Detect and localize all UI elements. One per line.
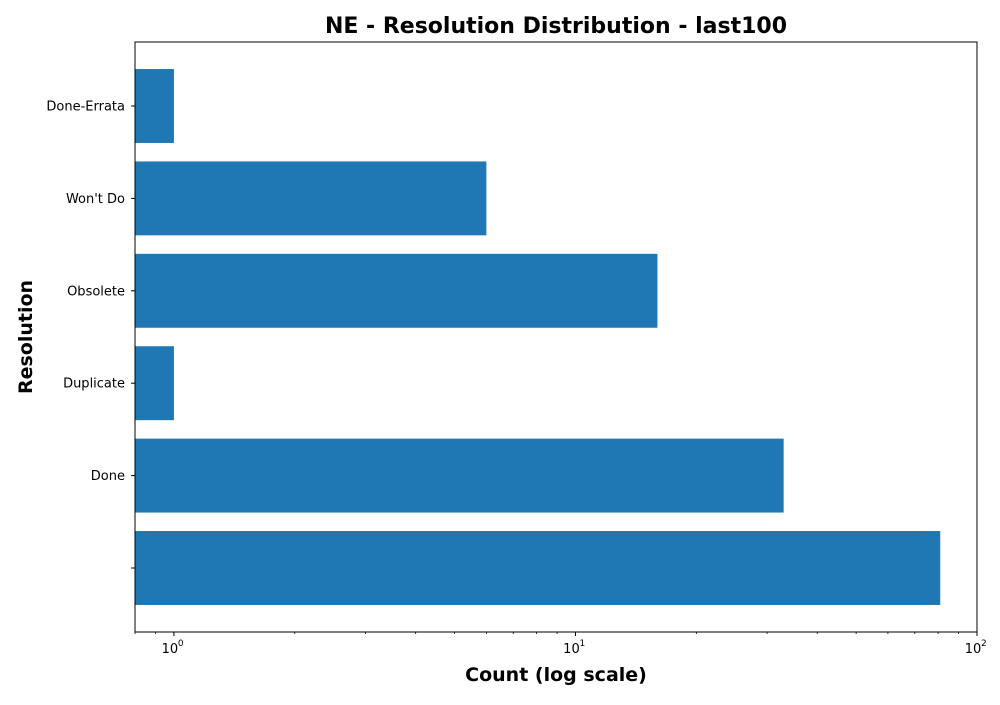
y-tick-label: Obsolete bbox=[67, 284, 125, 299]
y-tick-label: Won't Do bbox=[66, 192, 125, 207]
plot-frame bbox=[134, 41, 978, 633]
bar bbox=[135, 531, 941, 605]
y-tick-label: Done-Errata bbox=[46, 100, 125, 115]
y-axis-label: Resolution bbox=[15, 280, 37, 394]
y-tick-label: Duplicate bbox=[63, 377, 125, 392]
bar bbox=[135, 69, 174, 143]
chart-title: NE - Resolution Distribution - last100 bbox=[325, 14, 787, 39]
bar bbox=[135, 161, 487, 236]
bar bbox=[135, 438, 784, 513]
x-tick-exponent: 2 bbox=[981, 639, 987, 649]
x-tick-label: 10 bbox=[162, 642, 179, 657]
y-tick-label: Done bbox=[91, 469, 125, 484]
bar bbox=[135, 346, 174, 421]
x-axis-label: Count (log scale) bbox=[465, 664, 647, 686]
x-axis: 10 0 10 1 10 2 bbox=[134, 632, 987, 657]
bars-group bbox=[135, 69, 941, 605]
bar bbox=[135, 253, 658, 328]
x-tick-exponent: 0 bbox=[178, 639, 184, 649]
x-tick-label: 10 bbox=[965, 642, 982, 657]
y-axis: Done Duplicate Obsolete Won't Do Done-Errata bbox=[46, 100, 135, 569]
x-tick-label: 10 bbox=[563, 642, 580, 657]
x-tick-exponent: 1 bbox=[579, 639, 585, 649]
